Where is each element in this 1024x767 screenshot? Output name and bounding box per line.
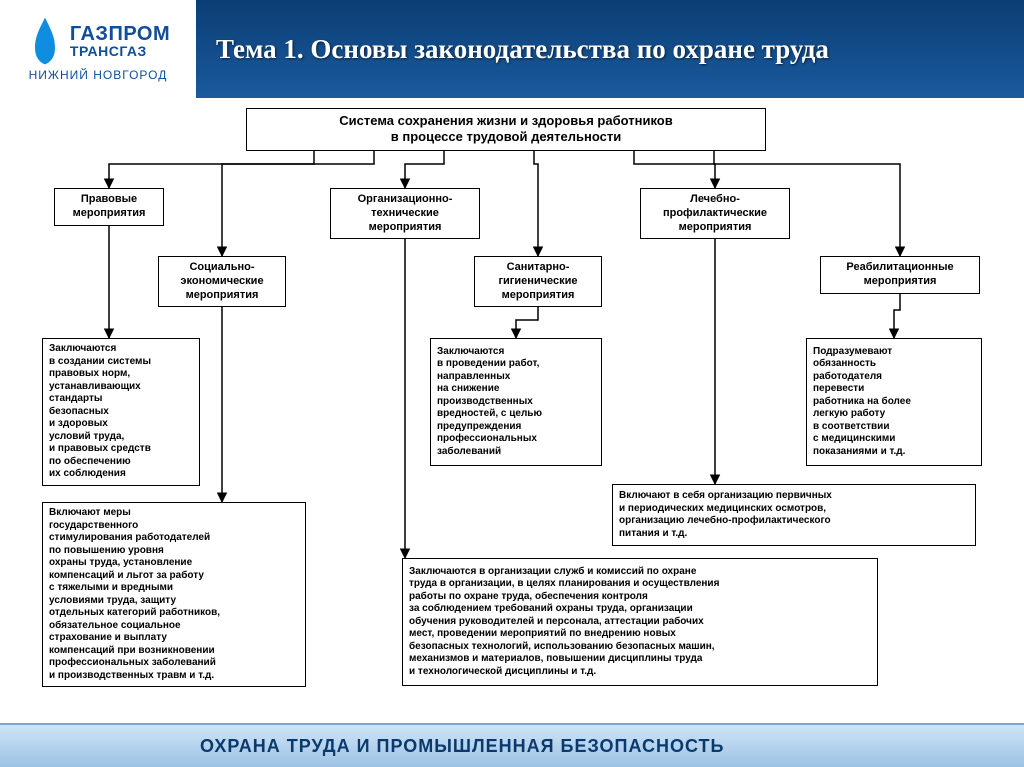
footer-text: ОХРАНА ТРУДА И ПРОМЫШЛЕННАЯ БЕЗОПАСНОСТЬ (200, 736, 725, 757)
header: ГАЗПРОМ ТРАНСГАЗ НИЖНИЙ НОВГОРОД Тема 1.… (0, 0, 1024, 98)
node-n3: Организационно-техническиемероприятия (330, 188, 480, 239)
node-d1: Заключаютсяв создании системыправовых но… (42, 338, 200, 486)
logo-city: НИЖНИЙ НОВГОРОД (29, 68, 168, 82)
node-d4: Заключаютсяв проведении работ,направленн… (430, 338, 602, 466)
node-n6: Реабилитационныемероприятия (820, 256, 980, 294)
node-n2: Социально-экономическиемероприятия (158, 256, 286, 307)
node-n4: Санитарно-гигиеническиемероприятия (474, 256, 602, 307)
logo-division: ТРАНСГАЗ (70, 44, 170, 58)
slide-title: Тема 1. Основы законодательства по охран… (216, 34, 829, 65)
logo-brand: ГАЗПРОМ (70, 24, 170, 44)
node-d6: Подразумеваютобязанностьработодателяпере… (806, 338, 982, 466)
footer: ОХРАНА ТРУДА И ПРОМЫШЛЕННАЯ БЕЗОПАСНОСТЬ (0, 723, 1024, 767)
node-d3: Заключаются в организации служб и комисс… (402, 558, 878, 686)
node-n1: Правовыемероприятия (54, 188, 164, 226)
node-root: Система сохранения жизни и здоровья рабо… (246, 108, 766, 151)
diagram: Система сохранения жизни и здоровья рабо… (14, 108, 1010, 717)
flame-icon (26, 16, 64, 66)
node-d5: Включают в себя организацию первичныхи п… (612, 484, 976, 546)
logo: ГАЗПРОМ ТРАНСГАЗ НИЖНИЙ НОВГОРОД (0, 0, 196, 98)
title-bar: Тема 1. Основы законодательства по охран… (196, 0, 1024, 98)
node-n5: Лечебно-профилактическиемероприятия (640, 188, 790, 239)
node-d2: Включают мерыгосударственногостимулирова… (42, 502, 306, 687)
